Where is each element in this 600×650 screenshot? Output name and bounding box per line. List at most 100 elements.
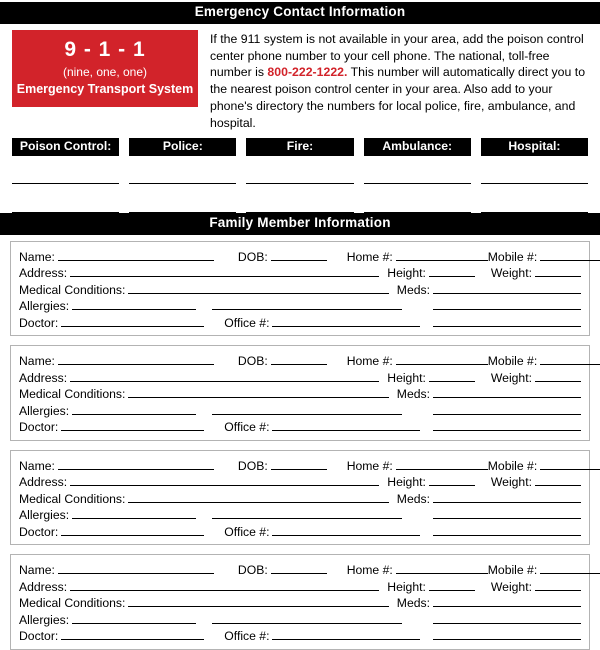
contact-write-line-hospital-1[interactable] (480, 156, 589, 184)
field-input-address[interactable] (70, 578, 380, 591)
field-input-meds[interactable] (433, 594, 581, 608)
field-input-home-number[interactable] (395, 352, 488, 366)
field-label-name: Name: (19, 458, 55, 473)
contact-write-line-police-1[interactable] (129, 156, 237, 184)
field-input-home-number[interactable] (395, 457, 488, 470)
contact-write-line-ambulance-2[interactable] (363, 184, 471, 213)
field-input-medical-conditions[interactable] (128, 385, 389, 399)
field-label-meds: Meds: (396, 491, 430, 506)
nine-one-one-digits: 9 - 1 - 1 (64, 37, 146, 61)
field-label-weight: Weight: (490, 475, 532, 490)
family-member-block-1: Name: DOB: Home #: Mobile #: Address: He… (10, 240, 600, 337)
field-input-mobile-number[interactable] (540, 457, 600, 470)
field-input-height[interactable] (428, 369, 475, 382)
field-input-weight[interactable] (535, 264, 581, 278)
field-input-office-number[interactable] (272, 627, 421, 641)
field-input-mobile-number[interactable] (540, 248, 600, 261)
field-label-medical-conditions: Medical Conditions: (19, 596, 126, 611)
contact-cell-poison-control: Poison Control: (12, 137, 120, 213)
field-input-doctor[interactable] (61, 314, 205, 327)
field-input-doctor[interactable] (61, 627, 205, 641)
contact-write-line-poison-control-1[interactable] (12, 156, 120, 184)
poison-control-phone-number: 800-222-1222. (267, 65, 348, 80)
field-input-address[interactable] (70, 473, 380, 487)
field-input-name[interactable] (57, 561, 214, 575)
field-input-meds-continued-2[interactable] (433, 314, 581, 327)
field-input-allergies[interactable] (72, 297, 197, 311)
field-label-meds: Meds: (396, 596, 430, 611)
field-input-doctor[interactable] (61, 418, 205, 432)
field-label-weight: Weight: (490, 370, 532, 385)
section-header-emergency-contact: Emergency Contact Information (0, 2, 600, 24)
field-input-office-number[interactable] (272, 523, 421, 536)
field-input-height[interactable] (428, 578, 475, 591)
field-input-meds-continued[interactable] (433, 611, 581, 624)
field-input-medical-conditions[interactable] (128, 281, 389, 294)
field-input-meds[interactable] (433, 385, 581, 399)
member-row-allergies: Allergies: (19, 402, 581, 419)
field-label-medical-conditions: Medical Conditions: (19, 387, 126, 402)
field-input-allergies[interactable] (72, 402, 197, 415)
field-label-address: Address: (19, 579, 68, 594)
field-input-dob[interactable] (270, 457, 327, 470)
field-input-meds[interactable] (433, 490, 581, 503)
contact-write-line-hospital-2[interactable] (480, 184, 589, 213)
field-input-name[interactable] (57, 352, 214, 366)
member-row-medical: Medical Conditions: Meds: (19, 490, 581, 507)
member-row-identity: Name: DOB: Home #: Mobile #: (19, 561, 600, 578)
field-input-doctor[interactable] (61, 523, 205, 536)
field-input-home-number[interactable] (395, 561, 488, 575)
field-input-office-number[interactable] (272, 314, 421, 327)
contact-label-hospital: Hospital: (480, 137, 589, 156)
field-label-home-number: Home #: (346, 354, 393, 369)
field-label-office-number: Office #: (224, 315, 270, 330)
field-input-dob[interactable] (270, 352, 327, 366)
emergency-intro-area: 9 - 1 - 1 (nine, one, one) Emergency Tra… (0, 24, 600, 132)
field-input-dob[interactable] (270, 248, 327, 261)
contact-label-poison-control: Poison Control: (12, 137, 120, 156)
contact-write-line-ambulance-1[interactable] (363, 156, 471, 184)
paragraph-text-part-two: This number will automatically direct yo… (210, 65, 586, 130)
field-input-allergies-continued[interactable] (212, 402, 403, 415)
field-input-allergies-continued[interactable] (212, 297, 403, 311)
field-input-meds-continued-2[interactable] (433, 627, 581, 641)
field-input-dob[interactable] (270, 561, 327, 575)
field-input-weight[interactable] (535, 578, 581, 591)
field-label-allergies: Allergies: (19, 508, 70, 523)
field-label-office-number: Office #: (224, 524, 270, 539)
emergency-contact-labels-row: Poison Control: Police: Fire: Ambulance:… (0, 132, 600, 213)
field-input-address[interactable] (70, 369, 380, 382)
field-input-meds[interactable] (433, 281, 581, 294)
field-label-doctor: Doctor: (19, 420, 59, 435)
field-input-mobile-number[interactable] (540, 352, 600, 366)
contact-write-line-fire-2[interactable] (246, 184, 354, 213)
field-input-weight[interactable] (535, 473, 581, 487)
member-row-doctor: Doctor: Office #: (19, 314, 581, 331)
contact-label-fire: Fire: (246, 137, 354, 156)
field-input-allergies[interactable] (72, 506, 197, 520)
field-input-office-number[interactable] (272, 418, 421, 432)
field-input-meds-continued-2[interactable] (433, 523, 581, 536)
field-input-mobile-number[interactable] (540, 561, 600, 575)
field-input-allergies[interactable] (72, 611, 197, 624)
field-input-weight[interactable] (535, 369, 581, 382)
field-input-allergies-continued[interactable] (212, 611, 403, 624)
field-input-address[interactable] (70, 264, 380, 278)
member-row-identity: Name: DOB: Home #: Mobile #: (19, 248, 600, 265)
field-label-office-number: Office #: (224, 420, 270, 435)
field-input-meds-continued[interactable] (433, 297, 581, 311)
contact-write-line-police-2[interactable] (129, 184, 237, 213)
field-input-meds-continued[interactable] (433, 506, 581, 520)
field-input-home-number[interactable] (395, 248, 488, 261)
field-input-meds-continued[interactable] (433, 402, 581, 415)
field-input-height[interactable] (428, 473, 475, 487)
field-input-name[interactable] (57, 248, 214, 261)
field-input-meds-continued-2[interactable] (433, 418, 581, 432)
contact-write-line-fire-1[interactable] (246, 156, 354, 184)
field-input-medical-conditions[interactable] (128, 594, 389, 608)
field-input-allergies-continued[interactable] (212, 506, 403, 520)
contact-write-line-poison-control-2[interactable] (12, 184, 120, 213)
field-input-height[interactable] (428, 264, 475, 278)
field-input-medical-conditions[interactable] (128, 490, 389, 503)
field-input-name[interactable] (57, 457, 214, 470)
